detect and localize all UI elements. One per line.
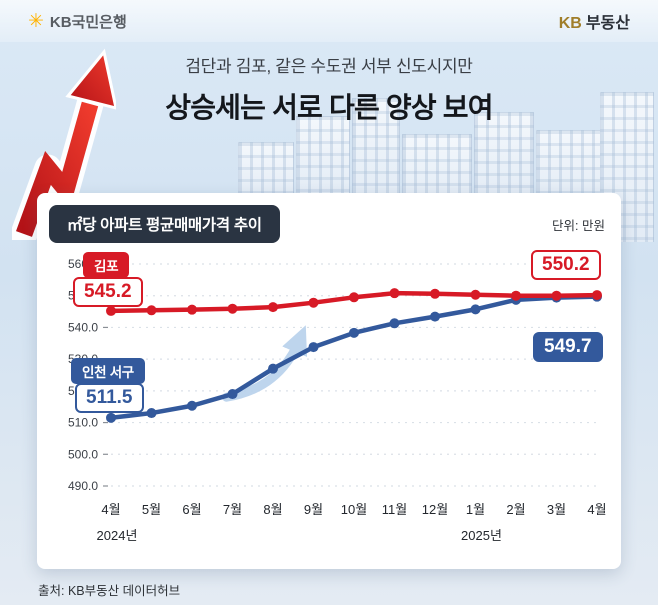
- building: [238, 142, 294, 202]
- kb-real-estate-logo-kb: KB: [558, 15, 582, 32]
- gimpo-end-value: 550.2: [531, 250, 601, 280]
- headline-block: 검단과 김포, 같은 수도권 서부 신도시지만 상승세는 서로 다른 양상 보여: [0, 52, 658, 126]
- chart-area: 560.0550.0540.0530.0520.0510.0500.0490.0…: [49, 248, 609, 550]
- svg-text:3월: 3월: [547, 502, 566, 517]
- svg-text:2025년: 2025년: [461, 528, 502, 543]
- kb-bank-logo: ✳ KB국민은행: [28, 11, 127, 32]
- chart-card-header: ㎡당 아파트 평균매매가격 추이 단위: 만원: [49, 205, 609, 243]
- svg-text:7월: 7월: [223, 502, 242, 517]
- kb-star-icon: ✳: [28, 10, 44, 32]
- building: [474, 112, 534, 202]
- headline-main: 상승세는 서로 다른 양상 보여: [165, 92, 493, 123]
- kb-real-estate-logo: KB 부동산: [559, 9, 630, 33]
- headline-subtitle: 검단과 김포, 같은 수도권 서부 신도시지만: [185, 57, 473, 76]
- svg-text:4월: 4월: [587, 502, 606, 517]
- top-bar: ✳ KB국민은행 KB 부동산: [0, 0, 658, 42]
- building: [352, 98, 400, 202]
- kb-real-estate-logo-name: 부동산: [585, 15, 630, 32]
- incheon-start-value: 511.5: [75, 383, 144, 413]
- unit-label: 단위: 만원: [552, 218, 605, 233]
- svg-text:11월: 11월: [382, 502, 407, 517]
- svg-text:2024년: 2024년: [97, 528, 138, 543]
- gimpo-series-chip: 김포: [83, 252, 130, 278]
- svg-text:540.0: 540.0: [68, 320, 98, 334]
- building: [296, 116, 350, 202]
- svg-text:10월: 10월: [341, 502, 367, 517]
- svg-text:500.0: 500.0: [68, 447, 98, 461]
- svg-text:2월: 2월: [506, 502, 525, 517]
- incheon-end-value: 549.7: [533, 332, 603, 362]
- chart-title-badge: ㎡당 아파트 평균매매가격 추이: [49, 205, 280, 243]
- kb-bank-logo-text: KB국민은행: [49, 13, 127, 31]
- gimpo-start-value: 545.2: [73, 277, 143, 307]
- building: [402, 134, 472, 202]
- rising-trend-arrow-icon: [12, 48, 116, 240]
- svg-text:4월: 4월: [101, 502, 120, 517]
- source-credit: 출처: KB부동산 데이터허브: [38, 584, 181, 598]
- svg-text:8월: 8월: [263, 502, 282, 517]
- svg-text:1월: 1월: [466, 502, 485, 517]
- price-trend-line-chart: 560.0550.0540.0530.0520.0510.0500.0490.0…: [68, 257, 607, 543]
- incheon-series-chip: 인천 서구: [71, 358, 145, 384]
- svg-text:12월: 12월: [422, 502, 448, 517]
- svg-text:6월: 6월: [182, 502, 201, 517]
- svg-text:510.0: 510.0: [68, 416, 98, 430]
- chart-card: ㎡당 아파트 평균매매가격 추이 단위: 만원 560.0550.0540.05…: [37, 193, 621, 569]
- svg-text:5월: 5월: [142, 502, 161, 517]
- svg-text:9월: 9월: [304, 502, 323, 517]
- svg-text:490.0: 490.0: [68, 479, 98, 493]
